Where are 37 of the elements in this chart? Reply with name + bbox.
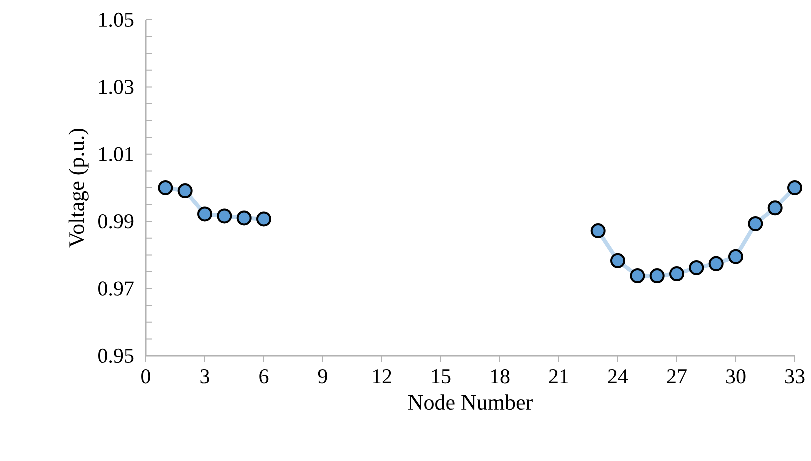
point	[178, 184, 193, 199]
x-tick-label: 30	[726, 370, 746, 384]
x-tick-label: 9	[318, 370, 328, 384]
x-tick-label: 12	[373, 370, 392, 384]
x-tick-label: 27	[667, 370, 687, 384]
point	[198, 206, 212, 222]
y-axis-title: Voltage (p.u.)	[68, 128, 89, 248]
point	[590, 224, 606, 239]
x-tick-label: 6	[260, 370, 269, 384]
y-tick-label: 1.03	[100, 80, 134, 94]
x-tick-label: 24	[608, 370, 628, 384]
y-tick-label: 0.95	[98, 348, 134, 364]
point	[670, 266, 685, 282]
x-tick-label: 3	[200, 370, 210, 384]
point	[728, 249, 744, 264]
point	[689, 260, 704, 276]
point	[708, 256, 724, 272]
x-tick-label: 15	[432, 370, 451, 384]
y-tick-label: 0.97	[98, 282, 134, 296]
y-tick-label: 1.05	[100, 12, 134, 28]
point	[630, 268, 646, 284]
x-axis-title: Node Number	[408, 394, 533, 410]
y-tick-label: 1.01	[100, 147, 134, 162]
x-tick-label: 0	[142, 370, 150, 384]
x-tick-label: 21	[549, 370, 568, 384]
point	[748, 216, 764, 232]
x-tick-label: 33	[786, 370, 805, 384]
point	[217, 208, 232, 224]
point	[788, 180, 803, 196]
x-tick-label: 18	[491, 370, 510, 384]
point	[610, 253, 626, 268]
y-tick-label: 0.99	[98, 214, 134, 229]
point	[650, 268, 665, 284]
point	[256, 212, 272, 227]
point	[158, 180, 174, 196]
point	[236, 210, 252, 226]
point	[768, 200, 783, 216]
